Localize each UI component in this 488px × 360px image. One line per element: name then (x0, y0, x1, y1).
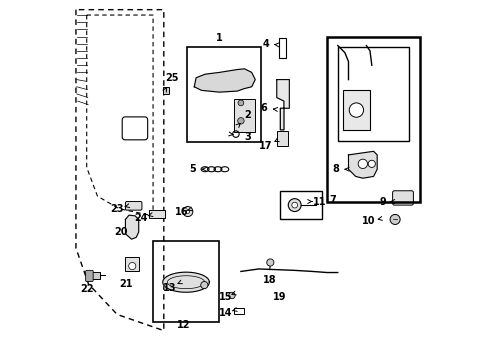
Text: 24: 24 (134, 213, 147, 222)
Bar (187, 47, 260, 142)
Polygon shape (194, 69, 255, 92)
Circle shape (238, 100, 244, 106)
Circle shape (228, 292, 235, 299)
Circle shape (128, 262, 136, 270)
Bar (276, 131, 287, 145)
Polygon shape (348, 151, 376, 178)
Text: 18: 18 (262, 275, 276, 285)
Circle shape (287, 199, 301, 212)
Circle shape (291, 202, 297, 208)
Polygon shape (276, 80, 289, 130)
Bar (326, 37, 419, 202)
Text: 14: 14 (219, 308, 232, 318)
Circle shape (185, 210, 189, 213)
FancyBboxPatch shape (85, 270, 93, 282)
Text: 23: 23 (110, 204, 123, 214)
Text: 15: 15 (219, 292, 232, 302)
Circle shape (183, 207, 192, 217)
Bar (233, 99, 255, 132)
Bar (125, 257, 139, 271)
Bar (337, 47, 408, 140)
Text: 4: 4 (262, 39, 269, 49)
Text: 17: 17 (259, 141, 272, 151)
Circle shape (348, 103, 363, 117)
Bar (163, 87, 169, 94)
Bar (233, 309, 244, 314)
Text: 25: 25 (165, 73, 179, 83)
Text: 22: 22 (80, 284, 93, 294)
Text: 9: 9 (378, 197, 385, 207)
Circle shape (201, 282, 207, 289)
Circle shape (357, 159, 367, 168)
FancyBboxPatch shape (392, 191, 412, 205)
Bar (343, 90, 369, 130)
Bar (153, 241, 219, 321)
FancyBboxPatch shape (149, 210, 165, 218)
Text: 8: 8 (332, 164, 339, 174)
Text: 11: 11 (312, 197, 326, 207)
Bar (278, 39, 285, 58)
Text: 12: 12 (177, 320, 190, 330)
Circle shape (389, 215, 399, 225)
Text: 10: 10 (361, 216, 374, 226)
Text: 16: 16 (175, 207, 188, 217)
Text: 1: 1 (216, 33, 223, 43)
Text: 3: 3 (244, 132, 251, 142)
Circle shape (367, 160, 375, 167)
Polygon shape (125, 215, 139, 239)
Bar (280, 191, 321, 220)
Text: 13: 13 (162, 283, 176, 293)
Text: 20: 20 (114, 227, 127, 237)
Text: 19: 19 (272, 292, 286, 302)
Text: 6: 6 (260, 103, 267, 113)
Text: 7: 7 (328, 195, 335, 205)
Circle shape (266, 259, 273, 266)
Polygon shape (163, 272, 209, 292)
Text: 5: 5 (189, 164, 196, 174)
Text: 21: 21 (119, 279, 133, 289)
FancyBboxPatch shape (125, 202, 142, 210)
Text: 2: 2 (244, 111, 251, 121)
Circle shape (237, 118, 244, 124)
Bar (89, 272, 100, 279)
